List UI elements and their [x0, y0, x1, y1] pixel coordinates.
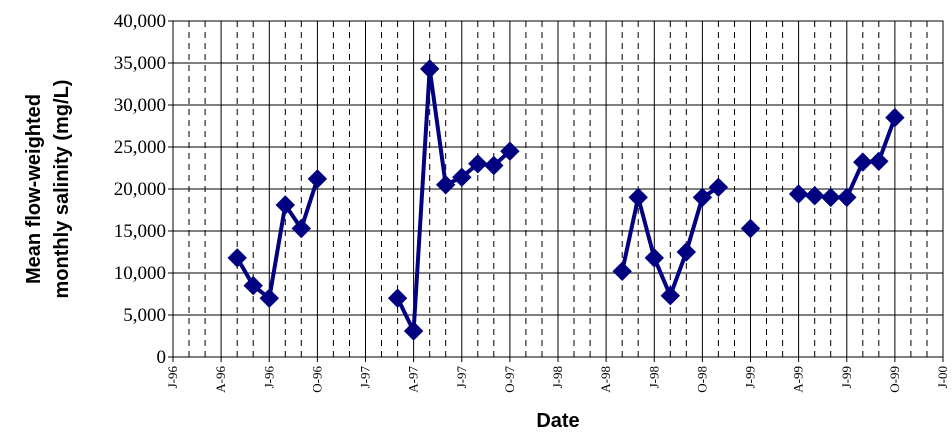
data-point-marker: [692, 187, 713, 208]
y-axis-title-line-2: monthly salinity (mg/L): [51, 80, 73, 299]
y-axis-title-line-1: Mean flow-weighted: [23, 94, 45, 284]
y-tick-label: 5,000: [123, 305, 166, 326]
x-tick-label: J-96: [165, 366, 180, 389]
data-point-marker: [740, 218, 761, 239]
y-tick-label: 0: [157, 347, 167, 368]
data-point-marker: [227, 248, 247, 268]
data-point-marker: [259, 288, 280, 308]
x-tick-label: J-99: [743, 366, 758, 388]
data-point-marker: [885, 107, 905, 128]
x-tick-label: J-96: [261, 366, 276, 389]
y-tick-label: 20,000: [114, 179, 166, 200]
grid-lines: [173, 21, 943, 357]
y-tick-label: 15,000: [114, 221, 166, 242]
data-point-marker: [644, 248, 665, 268]
y-tick-label: 35,000: [114, 53, 166, 74]
x-tick-label: A-96: [213, 366, 228, 393]
x-axis-title: Date: [536, 410, 579, 432]
data-point-marker: [837, 187, 857, 208]
y-axis-ticks: 0 5,000 10,000 15,000 20,000 25,000 30,000 35,0…: [114, 11, 173, 368]
x-tick-label: J-00: [935, 366, 950, 388]
data-point-marker: [676, 242, 697, 262]
data-point-marker: [419, 59, 440, 79]
data-point-marker: [387, 288, 408, 308]
y-tick-label: 25,000: [114, 137, 166, 158]
data-point-marker: [500, 141, 520, 161]
x-tick-label: J-97: [454, 366, 469, 389]
data-point-marker: [708, 177, 729, 198]
data-point-marker: [853, 152, 873, 172]
data-point-marker: [468, 154, 488, 174]
data-point-marker: [660, 285, 681, 306]
y-tick-label: 40,000: [114, 11, 166, 32]
y-tick-label: 10,000: [114, 263, 166, 284]
data-point-marker: [307, 169, 328, 189]
x-tick-label: O-99: [887, 366, 902, 393]
data-point-marker: [484, 155, 504, 176]
data-point-marker: [291, 218, 312, 239]
data-point-marker: [820, 187, 841, 208]
data-point-marker: [243, 275, 263, 296]
y-tick-label: 30,000: [114, 95, 166, 116]
x-tick-label: A-99: [791, 366, 806, 393]
data-point-marker: [804, 185, 825, 206]
data-point-marker: [869, 151, 889, 172]
salinity-series: [227, 59, 905, 341]
x-tick-label: J-97: [358, 366, 373, 389]
x-axis-ticks: J-96 A-96 J-96 O-96 J-97 A-97 J-97 O-97 J-98 A-98…: [165, 357, 950, 393]
data-point-marker: [275, 195, 296, 215]
x-tick-label: O-96: [309, 366, 324, 393]
x-tick-label: A-98: [598, 366, 613, 393]
x-tick-label: O-98: [694, 366, 709, 393]
data-point-marker: [435, 175, 456, 195]
data-point-marker: [788, 184, 809, 204]
x-tick-label: J-98: [646, 366, 661, 388]
data-point-marker: [452, 167, 472, 187]
data-point-marker: [612, 261, 632, 282]
x-tick-label: O-97: [502, 366, 517, 393]
series-line-segment: [395, 66, 512, 333]
x-tick-label: A-97: [406, 366, 421, 393]
x-tick-label: J-99: [839, 366, 854, 388]
x-tick-label: J-98: [550, 366, 565, 388]
data-point-marker: [628, 187, 648, 208]
data-point-marker: [403, 321, 424, 341]
